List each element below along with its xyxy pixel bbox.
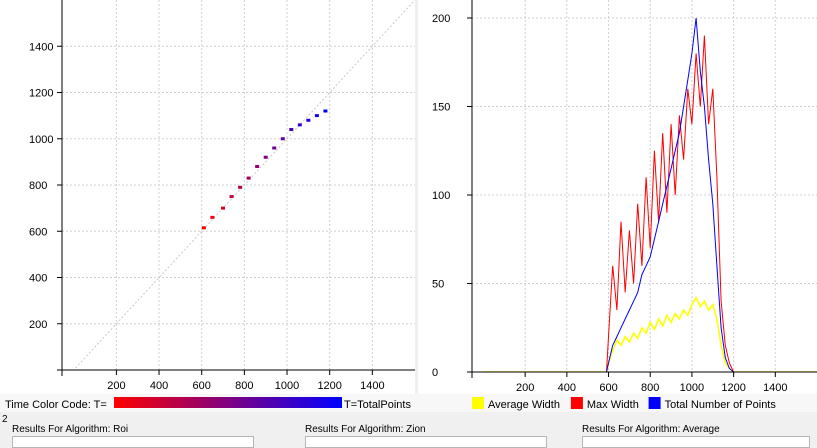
scatter-point-1 (210, 216, 214, 219)
scatter-y-tick-label-1: 400 (29, 273, 47, 285)
series-legend: Average Width Max Width Total Number of Po… (472, 397, 776, 411)
legend-swatch-0 (472, 397, 484, 409)
legend-label-1: Max Width (587, 399, 639, 411)
line-x-tick-label-3: 800 (641, 382, 659, 394)
time-color-code-label: Time Color Code: T= (5, 399, 107, 411)
scatter-x-tick-label-1: 400 (150, 380, 168, 392)
scatter-x-tick-label-2: 600 (193, 380, 211, 392)
legend-swatch-1 (571, 397, 583, 409)
scatter-x-tick-label-5: 1200 (317, 380, 341, 392)
scatter-y-tick-labels: 200 400 600 800 1000 1200 1400 (29, 41, 62, 331)
results-title-average: Results For Algorithm: Average (582, 424, 720, 435)
scatter-x-tick-label-3: 800 (235, 380, 253, 392)
scatter-grid (62, 0, 415, 370)
line-axes (467, 0, 817, 378)
results-field-roi[interactable] (12, 436, 254, 448)
scatter-point-12 (306, 119, 310, 122)
line-y-tick-label-0: 0 (432, 367, 438, 379)
line-x-tick-label-1: 400 (558, 382, 576, 394)
scatter-point-14 (323, 110, 327, 113)
scatter-plot-panel: 200 400 600 800 1000 1200 1400 200 400 600 800 100… (0, 0, 415, 394)
scatter-y-tick-label-3: 800 (29, 180, 47, 192)
line-y-tick-label-1: 50 (432, 279, 444, 291)
scatter-y-tick-label-0: 200 (29, 319, 47, 331)
scatter-point-11 (298, 123, 302, 126)
scatter-point-2 (221, 207, 225, 210)
scatter-y-tick-label-2: 600 (29, 226, 47, 238)
scatter-point-9 (281, 137, 285, 140)
scatter-point-4 (238, 186, 242, 189)
line-x-tick-label-0: 200 (516, 382, 534, 394)
results-title-roi: Results For Algorithm: Roi (12, 424, 128, 435)
scatter-y-tick-label-5: 1200 (29, 88, 53, 100)
results-title-zion: Results For Algorithm: Zion (305, 424, 426, 435)
line-y-tick-label-4: 200 (432, 13, 450, 25)
scatter-x-tick-labels: 200 400 600 800 1000 1200 1400 (107, 370, 384, 392)
legend-swatch-2 (649, 397, 661, 409)
line-y-tick-label-3: 150 (432, 102, 450, 114)
line-x-tick-label-6: 1400 (763, 382, 787, 394)
line-chart-panel: 200 400 600 800 1000 1200 1400 0 50 100 150 200 (418, 0, 817, 394)
time-color-gradient (114, 397, 342, 408)
line-x-tick-label-5: 1200 (721, 382, 745, 394)
corner-number: 2 (2, 414, 8, 425)
legend-label-0: Average Width (488, 399, 560, 411)
scatter-x-tick-label-4: 1000 (275, 380, 299, 392)
results-field-zion[interactable] (305, 436, 547, 448)
line-x-tick-labels: 200 400 600 800 1000 1200 1400 (516, 372, 788, 394)
scatter-axes (57, 0, 415, 376)
legend-strip: Time Color Code: T= T=TotalPoints Averag… (0, 394, 817, 412)
line-y-tick-label-2: 100 (432, 190, 450, 202)
legend-label-2: Total Number of Points (665, 399, 777, 411)
identity-reference-line (62, 0, 415, 383)
scatter-point-8 (272, 147, 276, 150)
scatter-point-10 (289, 128, 293, 131)
scatter-x-tick-label-0: 200 (107, 380, 125, 392)
scatter-y-tick-label-4: 1000 (29, 134, 53, 146)
scatter-point-6 (255, 165, 259, 168)
scatter-point-3 (230, 195, 234, 198)
line-x-tick-label-2: 600 (599, 382, 617, 394)
line-grid (472, 0, 817, 372)
scatter-point-13 (315, 114, 319, 117)
line-y-tick-labels: 0 50 100 150 200 (432, 13, 472, 379)
line-chart: 200 400 600 800 1000 1200 1400 0 50 100 150 200 (418, 0, 817, 394)
results-field-average[interactable] (582, 436, 810, 448)
scatter-x-tick-label-6: 1400 (360, 380, 384, 392)
line-x-tick-label-4: 1000 (680, 382, 704, 394)
scatter-point-5 (247, 177, 251, 180)
scatter-y-tick-label-6: 1400 (29, 41, 53, 53)
time-color-code-end-label: T=TotalPoints (344, 399, 411, 411)
scatter-point-7 (264, 156, 268, 159)
legend-row: Time Color Code: T= T=TotalPoints Averag… (0, 394, 817, 412)
scatter-point-0 (202, 226, 206, 229)
scatter-plot: 200 400 600 800 1000 1200 1400 200 400 600 800 100… (0, 0, 415, 394)
